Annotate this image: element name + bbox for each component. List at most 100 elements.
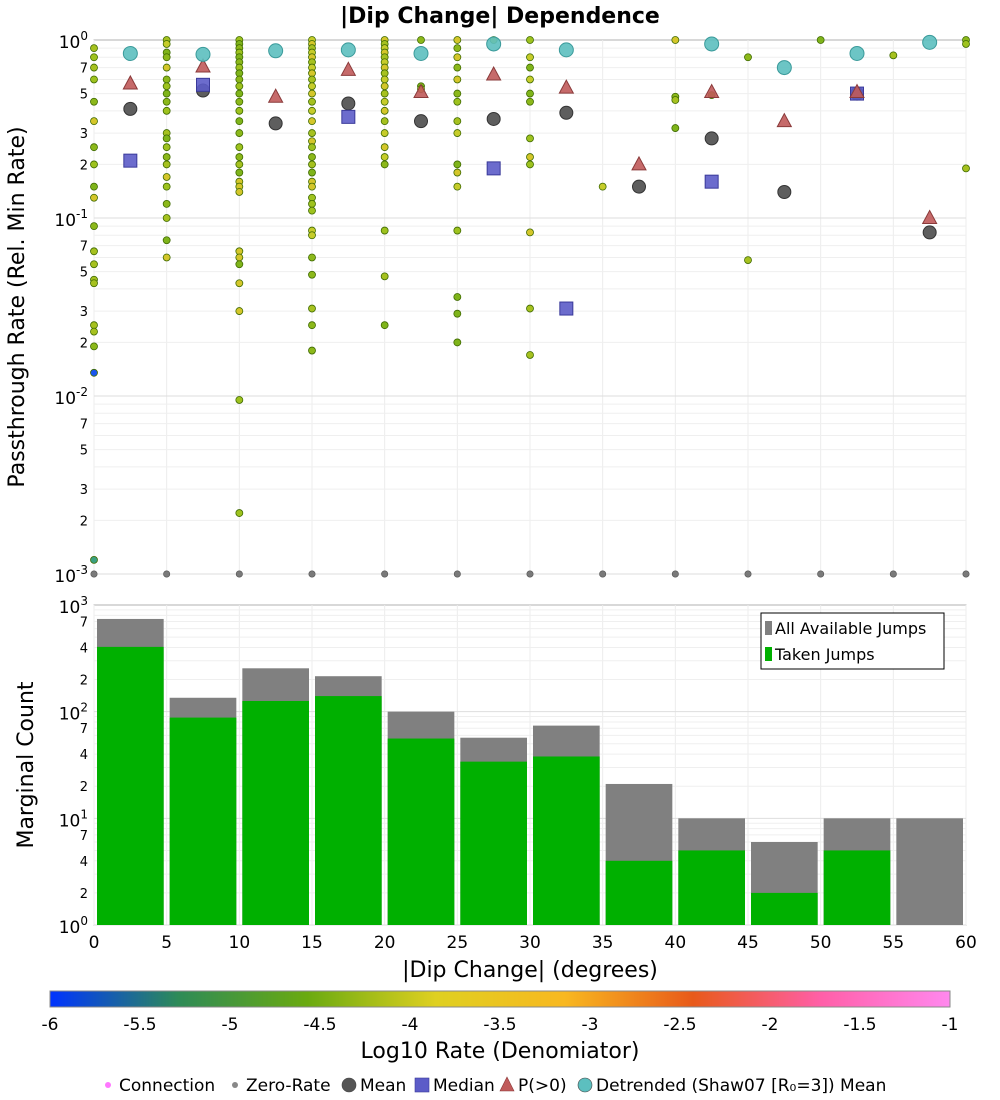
scatter-point [380,160,389,169]
scatter-y-minor-tick-label: 7 [80,418,88,433]
scatter-point [308,200,316,208]
scatter-point [308,75,316,84]
mean-marker [268,116,283,131]
scatter-point [962,40,970,48]
scatter-point [526,153,534,161]
scatter-point [744,256,752,265]
mean-marker [777,184,792,199]
scatter-point [380,89,389,98]
histogram-legend: All Available Jumps Taken Jumps [760,612,945,670]
scatter-point [162,173,171,181]
scatter-point [308,106,316,115]
scatter-point [380,321,389,330]
scatter-y-minor-tick-label: 7 [80,240,88,255]
zero-rate-point [744,570,752,578]
median-marker [341,109,356,124]
scatter-point [308,97,316,106]
scatter-point [235,129,244,137]
scatter-y-minor-tick-label: 5 [80,266,88,281]
scatter-point [453,97,462,106]
detrended-mean-marker [922,34,938,50]
median-marker [486,161,501,176]
scatter-point [308,206,316,215]
histogram-y-minor-tick-label: 2 [80,780,88,795]
scatter-point [235,509,244,517]
scatter-point [380,97,389,106]
scatter-point [90,143,98,152]
scatter-point [90,327,98,336]
scatter-point [90,222,98,231]
x-tick-label: 20 [374,933,396,953]
bar-taken [533,756,600,925]
scatter-point [235,143,244,152]
zero-rate-point [381,570,389,578]
scatter-point [380,143,389,152]
scatter-point [308,253,316,262]
bar-taken [97,646,164,925]
marker-key: Connection Zero-Rate Mean Median P(>0) Detren… [105,1076,886,1096]
scatter-point [90,53,98,62]
zero-rate-points [90,570,970,578]
mean-marker [341,96,356,111]
scatter-y-tick-label: 100 [59,29,88,53]
histogram-y-tick-label: 100 [59,914,88,938]
colorbar-gradient [49,990,951,1008]
scatter-point [162,40,171,48]
colorbar-label: Log10 Rate (Denomiator) [361,1039,640,1064]
colorbar: -6 -5.5 -5 -4.5 -4 -3.5 -3 -2.5 -2 -1.5 -1 Log10 R… [42,990,958,1064]
scatter-point [162,53,171,62]
histogram-y-minor-tick-label: 7 [80,722,88,737]
scatter-y-minor-tick-label: 7 [80,62,88,77]
scatter-point [453,36,462,44]
p-positive-marker [921,209,938,224]
scatter-point [308,82,316,91]
scatter-point [308,346,316,355]
x-axis-label: |Dip Change| (degrees) [402,958,658,983]
scatter-point [90,44,98,53]
scatter-point [90,247,98,256]
zero-rate-point [962,570,970,578]
histogram-y-minor-tick-label: 7 [80,829,88,844]
mean-marker [414,114,428,129]
scatter-point [962,164,970,173]
scatter-y-minor-tick-label: 3 [80,305,88,320]
scatter-point [526,134,534,143]
scatter-point [526,228,534,237]
median-marker [704,174,719,189]
histogram-y-tick-label: 101 [59,807,88,831]
detrended-mean-marker [776,60,792,76]
detrended-mean-marker [849,45,865,61]
p-positive-marker [485,65,502,81]
scatter-point [380,272,389,281]
scatter-point [453,338,462,347]
bar-taken [242,700,309,925]
scatter-y-minor-tick-label: 2 [80,158,88,173]
bar-taken [169,717,237,925]
median-marker [123,153,138,168]
zero-rate-point [163,570,171,578]
x-tick-label: 35 [592,933,614,953]
mean-marker [922,225,937,240]
scatter-point [162,253,171,262]
scatter-point [671,36,680,44]
p-positive-marker [195,57,211,73]
scatter-point [235,82,244,91]
scatter-point [235,253,244,262]
scatter-point [235,75,244,84]
scatter-points [90,36,970,564]
scatter-y-tick-label: 10-2 [54,385,88,409]
p-positive-marker [631,155,647,171]
scatter-point [162,97,171,106]
p-positive-marker [703,83,720,99]
detrended-mean-marker [558,42,574,58]
scatter-point [162,214,171,222]
scatter-point [90,556,98,564]
scatter-point [162,200,171,208]
scatter-point [162,75,171,84]
scatter-point [308,168,316,177]
mean-marker [632,179,646,194]
x-tick-label: 50 [810,933,832,953]
detrended-mean-marker [413,45,429,61]
scatter-y-axis-label: Passthrough Rate (Rel. Min Rate) [5,126,30,487]
